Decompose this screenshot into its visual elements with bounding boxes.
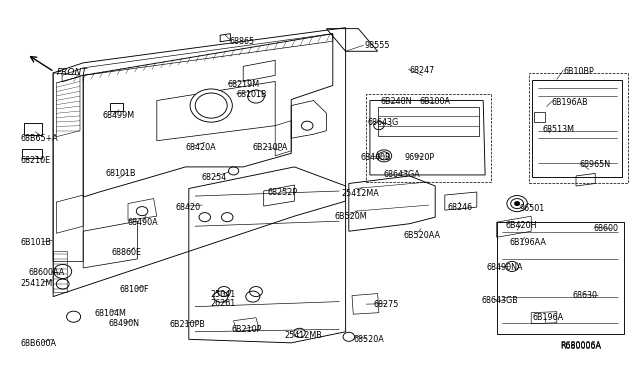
- Text: 68499M: 68499M: [102, 111, 134, 120]
- Circle shape: [507, 196, 527, 212]
- Text: 68643GB: 68643GB: [481, 296, 518, 305]
- Text: 68210E: 68210E: [20, 156, 51, 166]
- Text: 25412MB: 25412MB: [285, 331, 323, 340]
- Text: 6B248N: 6B248N: [380, 97, 412, 106]
- Text: 25041: 25041: [210, 290, 235, 299]
- Text: 68865: 68865: [229, 37, 254, 46]
- Text: 68600AA: 68600AA: [28, 269, 65, 278]
- Text: 6B210P: 6B210P: [232, 325, 262, 334]
- Text: 68490NA: 68490NA: [486, 263, 523, 272]
- Text: 6B196AB: 6B196AB: [552, 98, 588, 107]
- Text: 68643GA: 68643GA: [384, 170, 420, 179]
- Text: 6B210PB: 6B210PB: [170, 320, 205, 329]
- Text: 68513M: 68513M: [543, 125, 575, 134]
- Text: 68B600A: 68B600A: [20, 339, 56, 348]
- Text: 68B65+A: 68B65+A: [20, 134, 58, 143]
- Text: 96920P: 96920P: [404, 153, 435, 162]
- Text: FRONT: FRONT: [56, 68, 87, 77]
- Text: 68101B: 68101B: [236, 90, 267, 99]
- Text: 68252P: 68252P: [268, 188, 298, 197]
- Text: 68101B: 68101B: [106, 169, 136, 178]
- Text: 68490N: 68490N: [109, 319, 140, 328]
- Text: R680006A: R680006A: [561, 342, 602, 352]
- Text: 68490A: 68490A: [128, 218, 159, 227]
- Text: 68600: 68600: [594, 224, 619, 233]
- Text: 6B520M: 6B520M: [334, 212, 367, 221]
- Text: 68965N: 68965N: [580, 160, 611, 169]
- Text: 68100F: 68100F: [120, 285, 149, 294]
- Bar: [529, 73, 628, 183]
- Text: 68440B: 68440B: [360, 153, 391, 162]
- Text: 68420A: 68420A: [186, 143, 216, 152]
- Text: 6B196AA: 6B196AA: [509, 238, 547, 247]
- Text: 68630: 68630: [573, 291, 598, 300]
- Text: 26261: 26261: [210, 299, 235, 308]
- Text: 68275: 68275: [374, 300, 399, 309]
- Circle shape: [376, 150, 392, 162]
- Text: 68520A: 68520A: [353, 335, 384, 344]
- Text: 6B10BP: 6B10BP: [563, 67, 594, 76]
- Bar: [22, 149, 42, 158]
- Bar: [24, 123, 42, 135]
- Text: 6B420H: 6B420H: [506, 221, 537, 230]
- Text: 6B520AA: 6B520AA: [403, 231, 440, 240]
- Text: 68104M: 68104M: [95, 309, 127, 318]
- Text: 6B101B: 6B101B: [20, 238, 51, 247]
- Bar: [110, 103, 123, 110]
- Text: 68860E: 68860E: [112, 248, 142, 257]
- Text: 6B210PA: 6B210PA: [253, 143, 288, 152]
- Text: 6B196A: 6B196A: [532, 313, 564, 322]
- Text: 68247: 68247: [410, 66, 435, 75]
- Text: 68246: 68246: [448, 203, 473, 212]
- Text: 25412MA: 25412MA: [342, 189, 380, 198]
- Text: R680006A: R680006A: [561, 341, 602, 350]
- Bar: [366, 94, 491, 182]
- Text: 98555: 98555: [365, 41, 390, 50]
- Text: 68643G: 68643G: [368, 118, 399, 127]
- Text: 68254: 68254: [202, 173, 227, 182]
- Circle shape: [515, 202, 520, 206]
- Text: 68420: 68420: [176, 203, 201, 212]
- Text: 96501: 96501: [520, 203, 545, 213]
- Text: 25412M: 25412M: [20, 279, 52, 288]
- Text: 68219M: 68219M: [228, 80, 260, 89]
- Circle shape: [190, 89, 232, 122]
- Text: 6B100A: 6B100A: [419, 97, 450, 106]
